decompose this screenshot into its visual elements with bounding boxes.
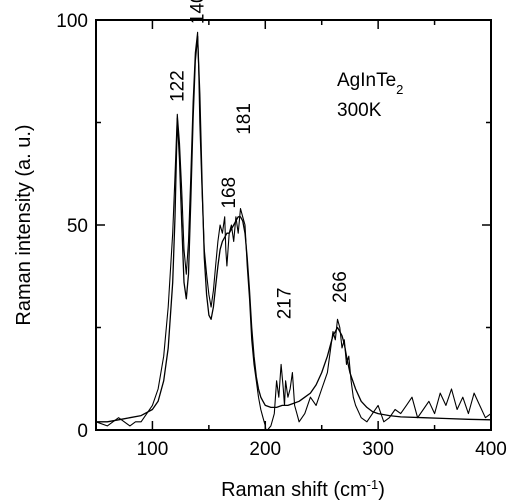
compound-annotation: AgInTe2 [337,70,403,97]
peak-label: 217 [275,288,296,320]
peak-label: 168 [219,177,240,209]
peak-label: 266 [330,271,351,303]
peak-label: 122 [167,70,188,102]
x-tick-label: 300 [362,439,394,460]
y-tick-label: 0 [77,421,88,442]
temperature-annotation: 300K [337,100,382,121]
x-tick-label: 400 [475,439,507,460]
series-line-smooth [96,35,492,423]
plot-area [95,19,492,431]
y-tick-labels: 0 50 100 [56,11,88,442]
plot-frame [95,19,492,431]
series-layer [95,31,492,431]
series-line-noisy [95,31,492,431]
peak-label: 140 [188,0,209,24]
x-tick-labels: 100 200 300 400 [137,439,507,460]
ticks-layer [95,19,492,431]
x-tick-label: 100 [137,439,169,460]
peak-labels: 122 140 168 181 217 266 [167,0,350,319]
x-axis-title: Raman shift (cm-1) [221,477,385,502]
peak-label: 181 [234,103,255,135]
y-axis-title: Raman intensity (a. u.) [13,124,35,325]
y-tick-label: 100 [56,11,88,32]
x-tick-label: 200 [249,439,281,460]
y-tick-label: 50 [67,216,88,237]
